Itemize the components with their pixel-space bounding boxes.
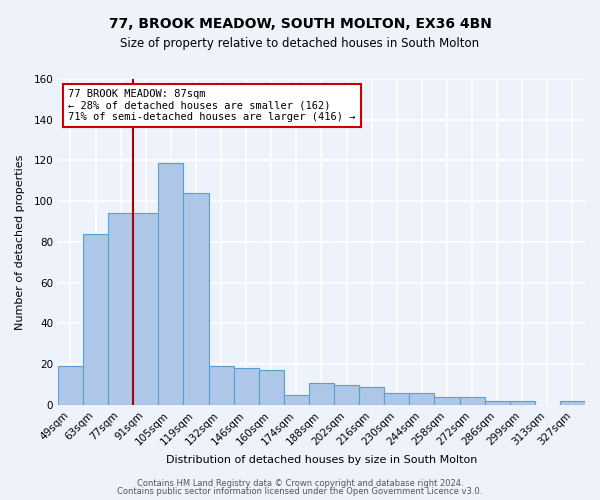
Bar [384,392,409,405]
Bar [510,401,535,405]
Bar [233,368,259,405]
Bar [58,366,83,405]
Bar [409,392,434,405]
Text: Contains public sector information licensed under the Open Government Licence v3: Contains public sector information licen… [118,487,482,496]
Text: Size of property relative to detached houses in South Molton: Size of property relative to detached ho… [121,38,479,51]
Text: Contains HM Land Registry data © Crown copyright and database right 2024.: Contains HM Land Registry data © Crown c… [137,478,463,488]
Bar [284,395,309,405]
Bar [560,401,585,405]
Bar [309,382,334,405]
Bar [108,214,133,405]
Bar [83,234,108,405]
Bar [485,401,510,405]
Y-axis label: Number of detached properties: Number of detached properties [15,154,25,330]
Bar [184,193,209,405]
Bar [259,370,284,405]
Text: 77 BROOK MEADOW: 87sqm
← 28% of detached houses are smaller (162)
71% of semi-de: 77 BROOK MEADOW: 87sqm ← 28% of detached… [68,89,356,122]
Bar [460,397,485,405]
Bar [359,386,384,405]
Bar [133,214,158,405]
X-axis label: Distribution of detached houses by size in South Molton: Distribution of detached houses by size … [166,455,477,465]
Bar [434,397,460,405]
Text: 77, BROOK MEADOW, SOUTH MOLTON, EX36 4BN: 77, BROOK MEADOW, SOUTH MOLTON, EX36 4BN [109,18,491,32]
Bar [209,366,233,405]
Bar [334,384,359,405]
Bar [158,162,184,405]
